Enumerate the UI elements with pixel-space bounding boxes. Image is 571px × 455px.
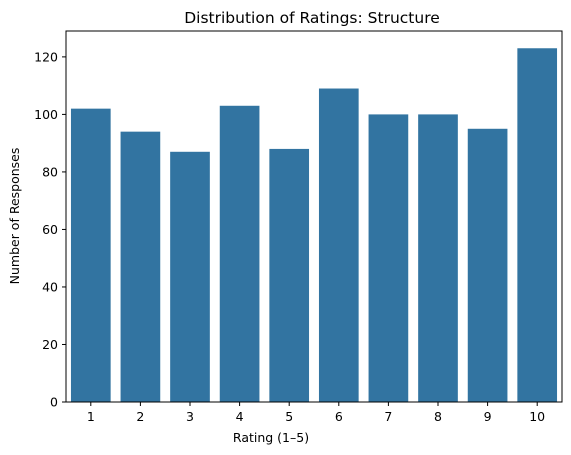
y-tick-label-0: 0 [50,395,58,410]
x-tick-label-7: 7 [384,409,392,424]
x-axis: 1 2 3 4 5 6 7 8 9 10 [87,402,545,424]
x-tick-label-1: 1 [87,409,95,424]
bar-1 [70,108,111,403]
bar-5 [269,148,310,402]
bar-9 [467,128,508,402]
y-tick-label-60: 60 [42,222,58,237]
x-tick-label-4: 4 [236,409,244,424]
y-tick-label-120: 120 [34,49,58,64]
bar-8 [418,114,458,402]
bar-6 [318,88,359,402]
y-axis-label: Number of Responses [7,148,22,285]
y-tick-label-80: 80 [42,164,58,179]
x-tick-label-2: 2 [136,409,144,424]
bar-10 [517,48,558,403]
x-axis-label: Rating (1–5) [233,430,309,445]
x-tick-label-9: 9 [484,409,492,424]
bar-2 [120,131,161,402]
x-tick-label-3: 3 [186,409,194,424]
bar-3 [170,151,210,402]
x-tick-label-5: 5 [285,409,293,424]
chart-title: Distribution of Ratings: Structure [184,9,440,27]
x-tick-label-6: 6 [335,409,343,424]
plot-frame [65,30,563,403]
y-axis: 0 20 40 60 80 100 120 [34,49,66,410]
x-tick-label-10: 10 [529,409,545,424]
y-tick-label-20: 20 [42,337,58,352]
bar-7 [368,114,409,402]
x-tick-label-8: 8 [434,409,442,424]
y-tick-label-100: 100 [34,107,58,122]
y-tick-label-40: 40 [42,279,58,294]
bars-group [70,48,558,403]
bar-4 [219,105,260,402]
